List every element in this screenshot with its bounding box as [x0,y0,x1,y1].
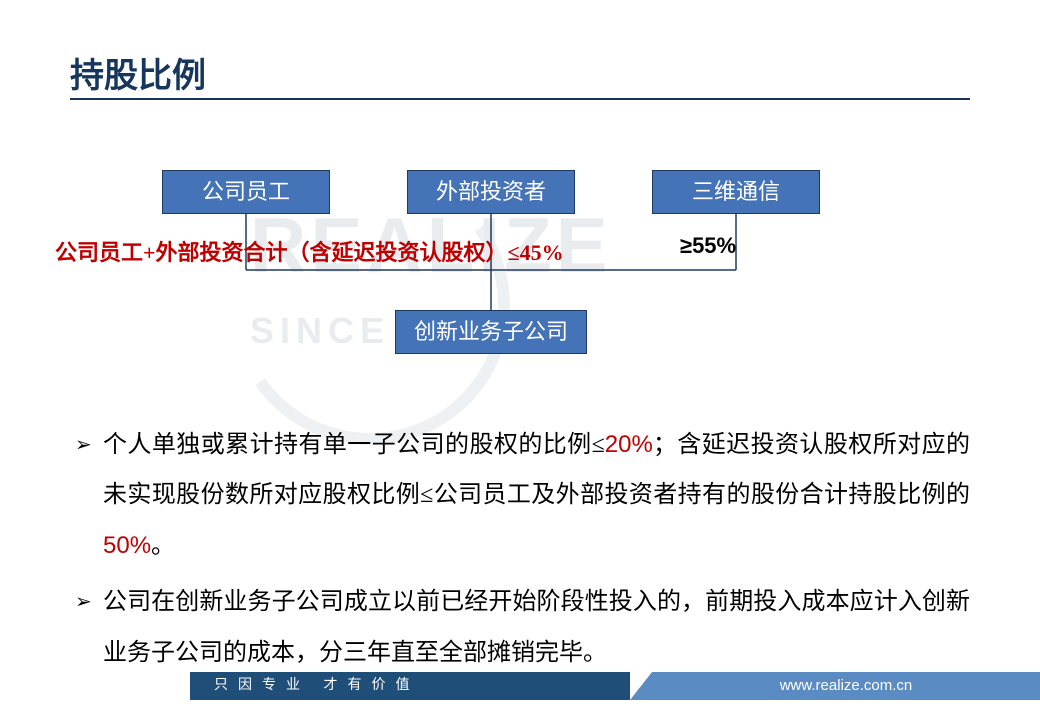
list-item: ➢ 个人单独或累计持有单一子公司的股权的比例≤20%；含延迟投资认股权所对应的未… [75,420,970,571]
node-subsidiary: 创新业务子公司 [395,310,587,354]
bullet-text-1: 个人单独或累计持有单一子公司的股权的比例≤20%；含延迟投资认股权所对应的未实现… [103,420,970,571]
chevron-right-icon: ➢ [75,420,103,571]
bullet-list: ➢ 个人单独或累计持有单一子公司的股权的比例≤20%；含延迟投资认股权所对应的未… [75,420,970,684]
chevron-right-icon: ➢ [75,577,103,678]
title-underline [70,98,970,100]
node-employees: 公司员工 [162,170,330,214]
footer: 只因专业 才有价值 www.realize.com.cn [0,672,1040,700]
footer-divider-icon [630,672,652,700]
footer-link[interactable]: www.realize.com.cn [780,677,913,694]
node-external: 外部投资者 [407,170,575,214]
slide-root: 持股比例 REALIZE SINCE 1998 公司员工 外部投资者 三维通信 … [0,0,1040,720]
node-sanwei: 三维通信 [652,170,820,214]
constraint-right: ≥55% [680,233,736,259]
bullet-text-2: 公司在创新业务子公司成立以前已经开始阶段性投入的，前期投入成本应计入创新业务子公… [103,577,970,678]
footer-slogan: 只因专业 才有价值 [190,672,630,700]
list-item: ➢ 公司在创新业务子公司成立以前已经开始阶段性投入的，前期投入成本应计入创新业务… [75,577,970,678]
ownership-chart: 公司员工 外部投资者 三维通信 创新业务子公司 公司员工+外部投资合计（含延迟投… [0,160,1040,400]
constraint-left: 公司员工+外部投资合计（含延迟投资认股权）≤45% [55,235,564,267]
footer-url: www.realize.com.cn [652,672,1040,700]
page-title: 持股比例 [70,48,206,97]
